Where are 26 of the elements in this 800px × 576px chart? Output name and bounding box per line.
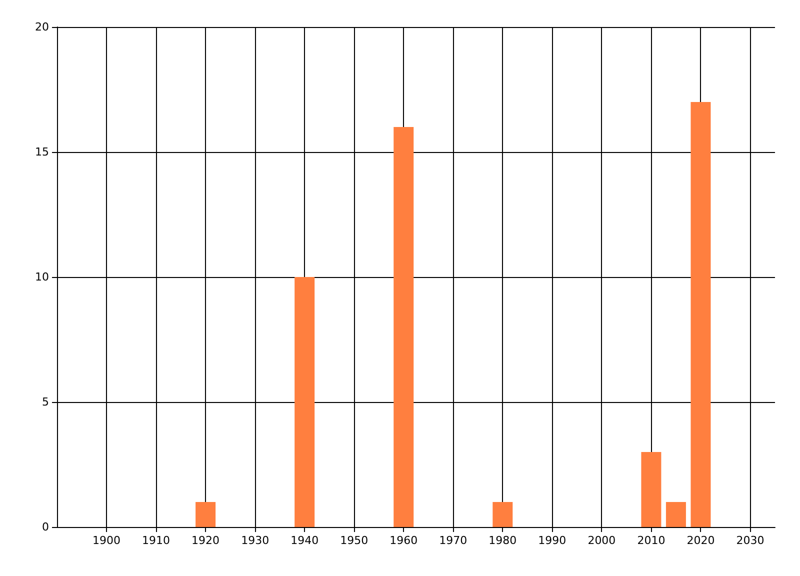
x-tick-label: 2010 bbox=[637, 534, 666, 547]
x-tick-label: 2000 bbox=[588, 534, 616, 547]
bar bbox=[690, 102, 711, 527]
x-tick-label: 1910 bbox=[142, 534, 170, 547]
x-tick-label: 1980 bbox=[488, 534, 517, 547]
x-tick-label: 1920 bbox=[192, 534, 220, 547]
x-tick-label: 1900 bbox=[92, 534, 121, 547]
x-tick-label: 1940 bbox=[290, 534, 319, 547]
bar bbox=[196, 502, 216, 527]
y-tick-label: 0 bbox=[42, 520, 49, 534]
x-tick-label: 1990 bbox=[538, 534, 566, 547]
bar bbox=[294, 277, 315, 527]
y-tick-label: 10 bbox=[35, 270, 49, 284]
x-tick-label: 2020 bbox=[686, 534, 715, 547]
bar bbox=[492, 502, 513, 527]
x-tick-label: 1960 bbox=[390, 534, 418, 547]
y-tick-label: 5 bbox=[42, 396, 49, 408]
x-tick-label: 2030 bbox=[736, 534, 764, 547]
y-tick-label: 20 bbox=[35, 20, 49, 34]
y-tick-label: 15 bbox=[35, 146, 49, 158]
x-tick-label: 1930 bbox=[241, 534, 270, 547]
x-tick-label: 1970 bbox=[439, 534, 468, 547]
bar bbox=[666, 502, 686, 527]
bar bbox=[394, 127, 414, 527]
x-tick-label: 1950 bbox=[340, 534, 368, 547]
bar bbox=[641, 452, 662, 527]
